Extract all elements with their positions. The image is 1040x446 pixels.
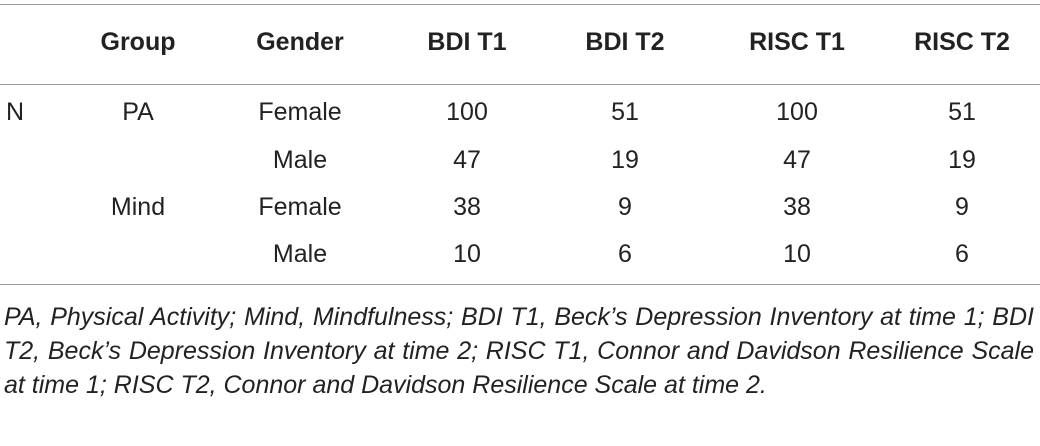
value-cell: 38 — [453, 193, 481, 221]
value-cell: 100 — [446, 98, 488, 126]
gender-cell: Female — [258, 193, 342, 221]
value-cell: 47 — [783, 146, 811, 174]
value-cell: 9 — [618, 193, 632, 221]
gender-cell: Female — [258, 98, 342, 126]
gender-cell: Male — [272, 240, 328, 268]
column-header: Group — [100, 28, 176, 56]
column-header: RISC T2 — [914, 28, 1010, 56]
value-cell: 47 — [453, 146, 481, 174]
table-footnote: PA, Physical Activity; Mind, Mindfulness… — [4, 303, 1034, 399]
value-cell: 9 — [955, 193, 969, 221]
group-cell: PA — [122, 98, 154, 126]
value-cell: 100 — [776, 98, 818, 126]
column-header: Gender — [256, 28, 344, 56]
value-cell: 6 — [618, 240, 632, 268]
column-header: RISC T1 — [749, 28, 845, 56]
value-cell: 19 — [948, 146, 976, 174]
gender-cell: Male — [272, 146, 328, 174]
column-header: BDI T1 — [427, 28, 507, 56]
value-cell: 6 — [955, 240, 969, 268]
value-cell: 51 — [611, 98, 639, 126]
top-rule — [0, 4, 1040, 5]
row-label: N — [6, 98, 25, 126]
value-cell: 10 — [453, 240, 481, 268]
bottom-rule — [0, 284, 1040, 285]
value-cell: 10 — [783, 240, 811, 268]
group-cell: Mind — [110, 193, 166, 221]
value-cell: 51 — [948, 98, 976, 126]
column-header: BDI T2 — [585, 28, 665, 56]
value-cell: 38 — [783, 193, 811, 221]
header-rule — [0, 84, 1040, 85]
value-cell: 19 — [611, 146, 639, 174]
